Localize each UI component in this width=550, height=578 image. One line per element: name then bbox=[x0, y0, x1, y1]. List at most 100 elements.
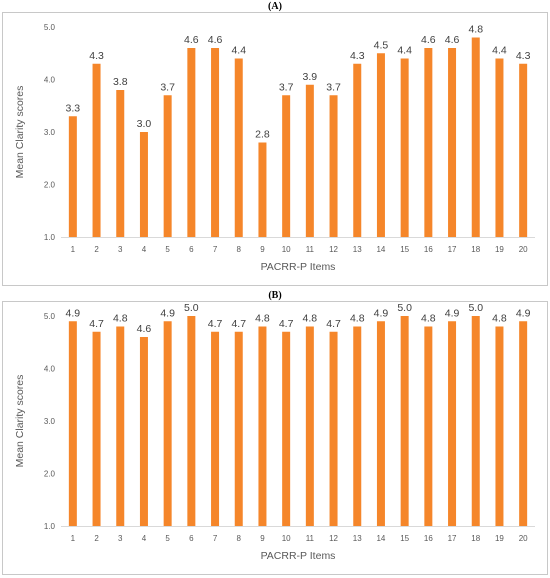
x-axis-title: PACRR-P Items bbox=[261, 550, 336, 562]
chart-panel-a: 1.0 2.0 3.0 4.0 5.0 3.3 1 4.3 2 3.8 3 3.0 4 3.7 5 4.6 6 4… bbox=[2, 12, 548, 286]
data-label: 4.6 bbox=[445, 34, 460, 46]
data-label: 4.6 bbox=[184, 34, 199, 46]
data-label: 4.6 bbox=[208, 34, 223, 46]
bar-item-10 bbox=[282, 95, 291, 237]
x-tick-label: 5 bbox=[165, 245, 170, 254]
x-tick-label: 18 bbox=[471, 245, 480, 254]
chart-panel-b: 1.0 2.0 3.0 4.0 5.0 4.9 1 4.7 2 4.8 3 4.6 4 4.9 5 5.0 6 4… bbox=[2, 301, 548, 575]
x-tick-label: 12 bbox=[329, 245, 338, 254]
bar-item-11 bbox=[305, 84, 314, 237]
bar-item-7 bbox=[211, 331, 220, 526]
x-tick-label: 7 bbox=[213, 534, 218, 543]
y-tick-label: 4.0 bbox=[44, 365, 56, 374]
bar-item-5 bbox=[163, 95, 172, 237]
data-label: 2.8 bbox=[255, 129, 270, 141]
bar-item-13 bbox=[353, 326, 362, 526]
x-tick-label: 8 bbox=[237, 245, 242, 254]
x-tick-label: 1 bbox=[71, 245, 76, 254]
data-label: 4.6 bbox=[421, 34, 436, 46]
data-label: 4.8 bbox=[350, 313, 365, 325]
y-tick-label: 5.0 bbox=[44, 312, 56, 321]
data-label: 4.4 bbox=[231, 45, 246, 57]
x-tick-label: 20 bbox=[519, 245, 528, 254]
bar-item-5 bbox=[163, 321, 172, 526]
x-tick-label: 14 bbox=[376, 534, 385, 543]
data-label: 4.6 bbox=[137, 323, 152, 335]
x-tick-label: 13 bbox=[353, 534, 362, 543]
bar-item-14 bbox=[376, 321, 385, 526]
bar-item-10 bbox=[282, 331, 291, 526]
data-label: 4.7 bbox=[326, 318, 341, 330]
x-tick-label: 8 bbox=[237, 534, 242, 543]
bar-item-20 bbox=[519, 63, 528, 237]
y-tick-label: 1.0 bbox=[44, 522, 56, 531]
x-tick-label: 19 bbox=[495, 534, 504, 543]
x-tick-label: 12 bbox=[329, 534, 338, 543]
data-label: 5.0 bbox=[468, 302, 483, 314]
bar-item-17 bbox=[448, 321, 457, 526]
bar-item-9 bbox=[258, 326, 267, 526]
x-tick-label: 20 bbox=[519, 534, 528, 543]
bar-item-17 bbox=[448, 48, 457, 237]
x-tick-label: 16 bbox=[424, 245, 433, 254]
data-label: 4.5 bbox=[374, 39, 389, 51]
bar-item-9 bbox=[258, 142, 267, 237]
bar-item-11 bbox=[305, 326, 314, 526]
data-label: 4.7 bbox=[89, 318, 104, 330]
bar-item-4 bbox=[139, 132, 148, 237]
y-tick-label: 2.0 bbox=[44, 181, 56, 190]
bar-item-1 bbox=[68, 321, 77, 526]
data-label: 4.3 bbox=[516, 50, 531, 62]
x-tick-label: 17 bbox=[448, 534, 457, 543]
bar-item-3 bbox=[116, 326, 125, 526]
data-label: 3.7 bbox=[326, 81, 341, 93]
x-tick-label: 7 bbox=[213, 245, 218, 254]
data-label: 3.0 bbox=[137, 118, 152, 130]
x-tick-label: 2 bbox=[94, 245, 99, 254]
data-label: 5.0 bbox=[397, 302, 412, 314]
bar-item-1 bbox=[68, 116, 77, 237]
x-tick-label: 2 bbox=[94, 534, 99, 543]
bar-item-13 bbox=[353, 63, 362, 237]
y-tick-label: 4.0 bbox=[44, 76, 56, 85]
x-tick-label: 1 bbox=[71, 534, 76, 543]
x-tick-label: 9 bbox=[260, 534, 265, 543]
x-tick-label: 9 bbox=[260, 245, 265, 254]
bar-item-2 bbox=[92, 63, 101, 237]
bar-item-12 bbox=[329, 95, 338, 237]
data-label: 3.9 bbox=[303, 71, 318, 83]
x-tick-label: 17 bbox=[448, 245, 457, 254]
data-label: 4.4 bbox=[397, 45, 412, 57]
x-tick-label: 14 bbox=[376, 245, 385, 254]
data-label: 4.9 bbox=[516, 307, 531, 319]
x-tick-label: 15 bbox=[400, 534, 409, 543]
data-label: 4.3 bbox=[89, 50, 104, 62]
data-label: 4.8 bbox=[421, 313, 436, 325]
x-tick-label: 11 bbox=[306, 534, 315, 543]
x-tick-label: 10 bbox=[282, 245, 291, 254]
bar-item-6 bbox=[187, 316, 196, 526]
y-axis-title: Mean Clarity scores bbox=[14, 375, 26, 468]
bar-item-19 bbox=[495, 326, 504, 526]
bar-item-20 bbox=[519, 321, 528, 526]
data-label: 4.8 bbox=[468, 24, 483, 36]
bar-item-12 bbox=[329, 331, 338, 526]
panel-label-a: (A) bbox=[268, 1, 282, 12]
data-label: 4.9 bbox=[66, 307, 81, 319]
data-label: 4.9 bbox=[445, 307, 460, 319]
x-tick-label: 19 bbox=[495, 245, 504, 254]
y-tick-label: 1.0 bbox=[44, 233, 56, 242]
x-tick-label: 4 bbox=[142, 534, 147, 543]
bar-item-15 bbox=[400, 316, 409, 526]
x-tick-label: 16 bbox=[424, 534, 433, 543]
data-label: 4.7 bbox=[208, 318, 223, 330]
x-tick-label: 15 bbox=[400, 245, 409, 254]
data-label: 3.7 bbox=[279, 81, 294, 93]
x-tick-label: 6 bbox=[189, 245, 194, 254]
y-tick-label: 3.0 bbox=[44, 128, 56, 137]
y-tick-label: 5.0 bbox=[44, 23, 56, 32]
data-label: 4.7 bbox=[231, 318, 246, 330]
x-tick-label: 18 bbox=[471, 534, 480, 543]
bar-item-3 bbox=[116, 90, 125, 237]
bar-item-14 bbox=[376, 53, 385, 237]
